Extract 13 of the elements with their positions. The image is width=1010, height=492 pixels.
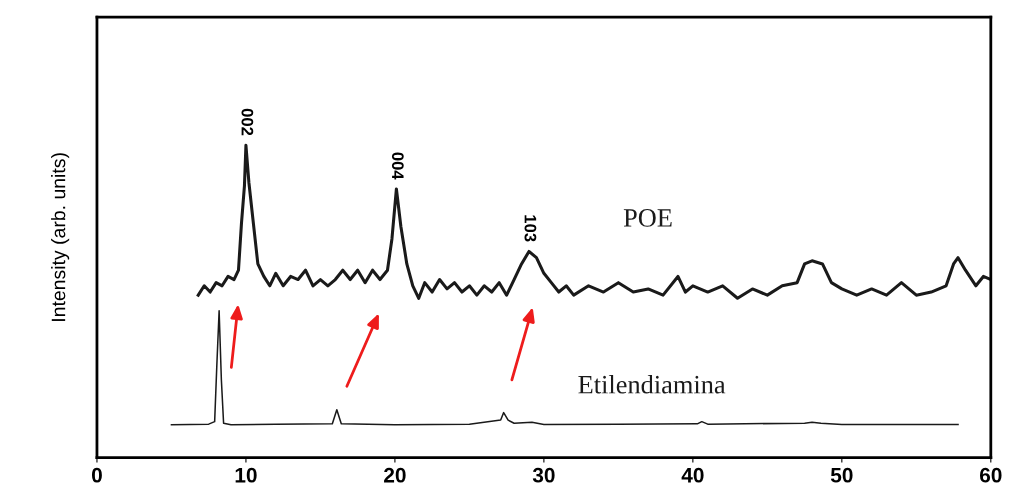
annotation: 004	[391, 152, 404, 180]
x-tick-label: 60	[979, 467, 1002, 483]
y-axis-title: Intensity (arb. units)	[51, 153, 70, 321]
x-tick-label: 20	[384, 467, 406, 483]
x-tick-label: 0	[91, 467, 102, 483]
series-label: Etilendiamina	[578, 375, 726, 394]
x-tick-label: 50	[830, 467, 853, 483]
x-tick-label: 40	[681, 467, 704, 483]
series-label: POE	[623, 209, 672, 227]
x-tick-label: 30	[532, 467, 555, 483]
x-tick-label: 10	[235, 467, 257, 483]
annotation: 002	[241, 108, 254, 136]
annotation: 103	[524, 215, 537, 242]
